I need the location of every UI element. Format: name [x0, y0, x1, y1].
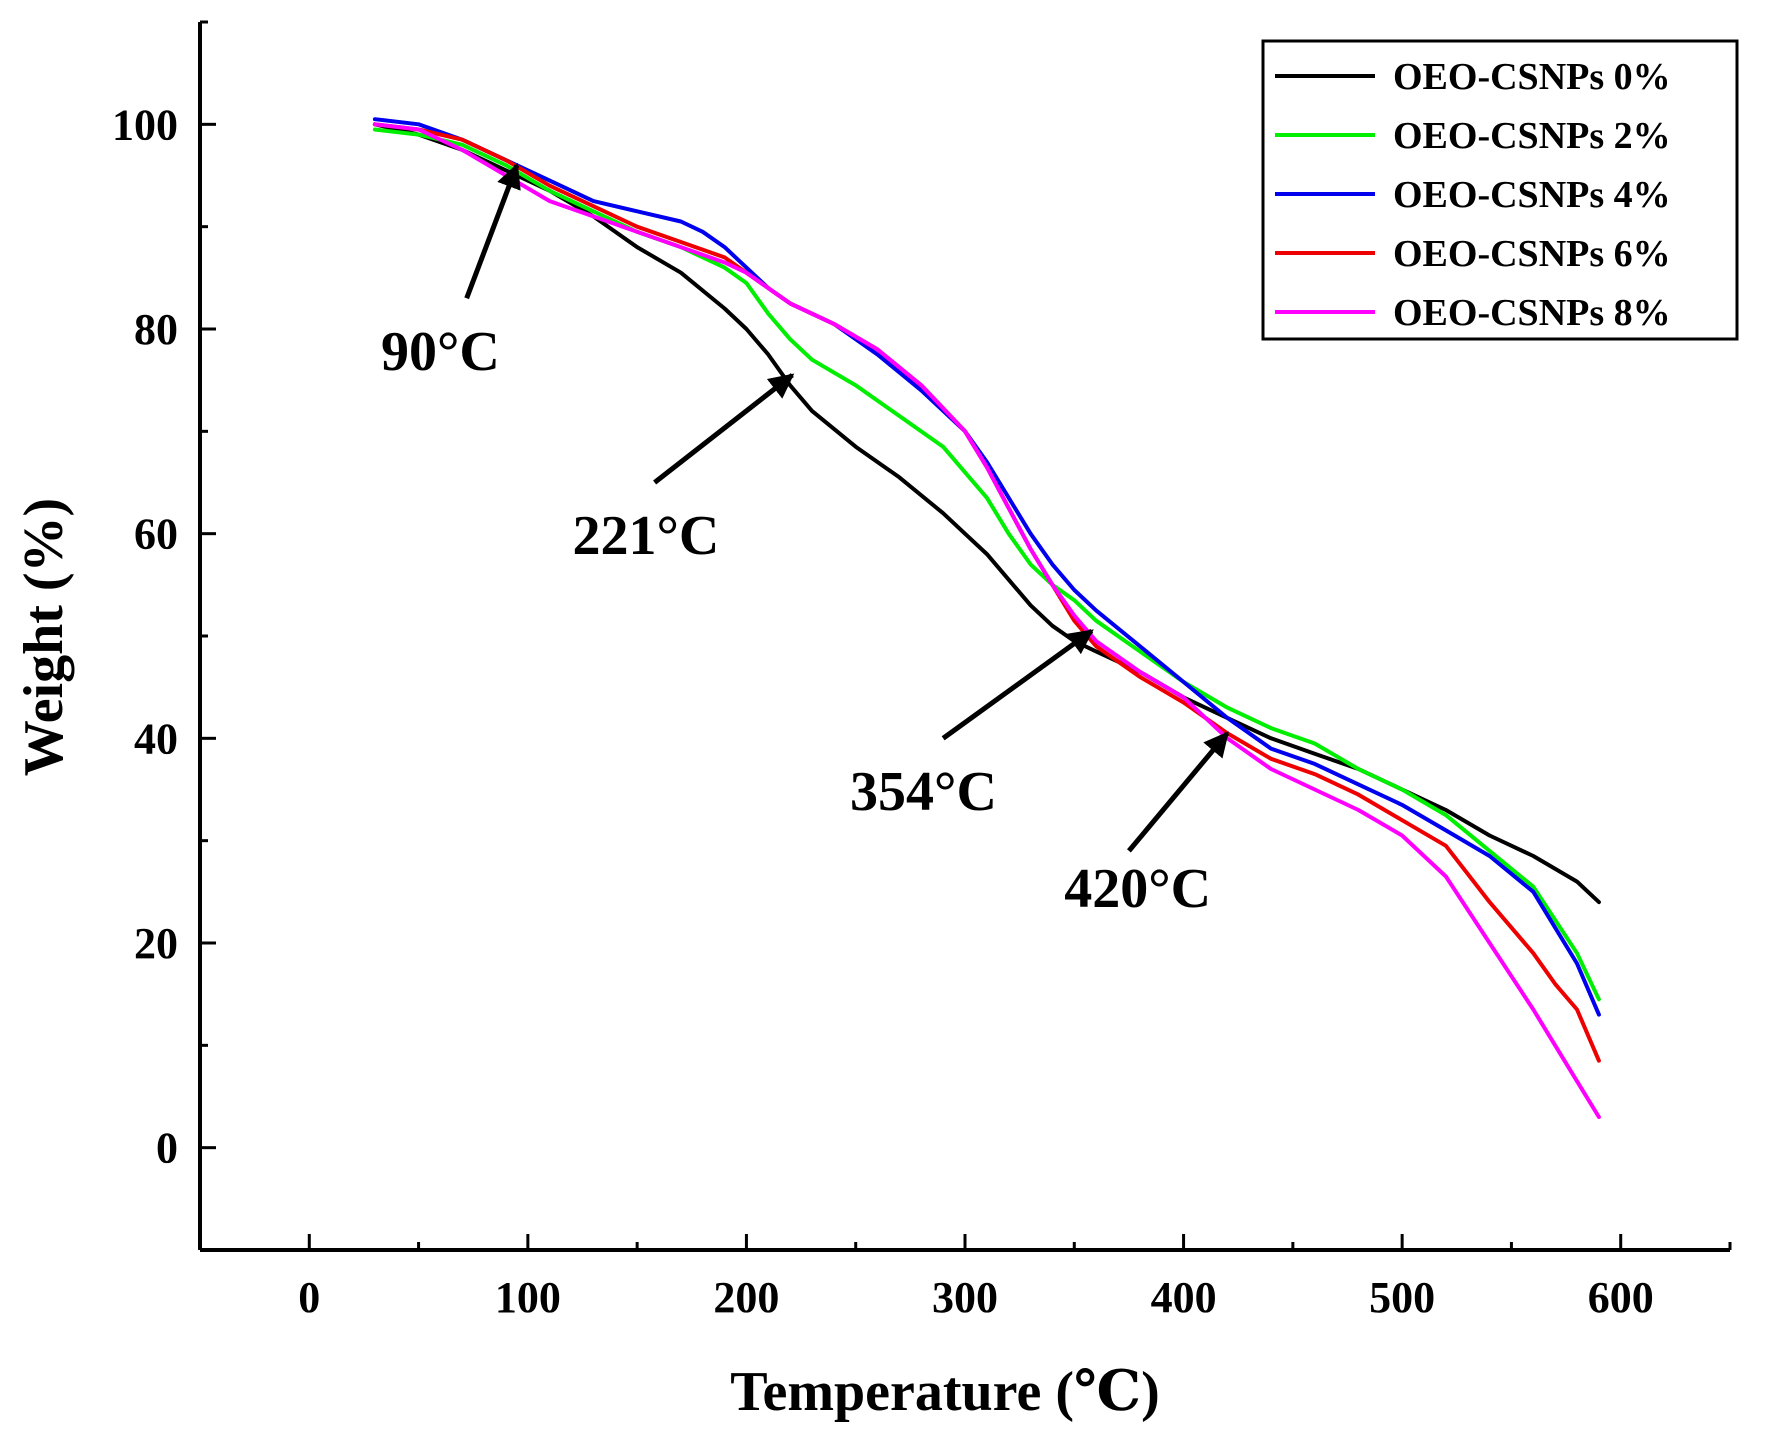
- legend-label-3: OEO-CSNPs 6%: [1393, 233, 1671, 275]
- annotation-label-2: 354°C: [850, 761, 997, 823]
- legend: OEO-CSNPs 0% OEO-CSNPs 2% OEO-CSNPs 4% OEO-…: [1261, 39, 1739, 341]
- legend-label-1: OEO-CSNPs 2%: [1393, 115, 1671, 157]
- series-line-4: [372, 122, 1601, 1119]
- legend-label-4: OEO-CSNPs 8%: [1393, 292, 1671, 334]
- y-tick-label: 0: [156, 1124, 178, 1173]
- x-axis-title: Temperature (℃): [730, 1361, 1159, 1423]
- annotation-arrow-2: [941, 628, 1094, 741]
- legend-label-0: OEO-CSNPs 0%: [1393, 56, 1671, 98]
- y-tick-label: 80: [134, 305, 178, 354]
- y-tick-label: 100: [112, 100, 178, 149]
- legend-label-2: OEO-CSNPs 4%: [1393, 174, 1671, 216]
- annotation-arrow-3: [1127, 731, 1230, 853]
- y-tick-label: 40: [134, 714, 178, 763]
- series-layer: [372, 117, 1601, 1119]
- x-tick-label: 400: [1151, 1273, 1217, 1322]
- annotation-label-3: 420°C: [1064, 858, 1211, 920]
- y-axis-title: Weight (%): [13, 498, 75, 776]
- x-tick-label: 0: [298, 1273, 320, 1322]
- annotation-label-0: 90°C: [381, 321, 500, 383]
- annotation-arrow-0: [464, 162, 521, 300]
- ticks: 0 100 200 300 400 500 600 0 20 40 60 80 100: [112, 20, 1732, 1322]
- x-tick-label: 500: [1369, 1273, 1435, 1322]
- x-tick-label: 300: [932, 1273, 998, 1322]
- annotation-label-1: 221°C: [572, 505, 719, 567]
- annotation-arrow-1: [653, 373, 795, 485]
- y-tick-label: 60: [134, 510, 178, 559]
- x-tick-label: 100: [495, 1273, 561, 1322]
- series-line-2: [372, 117, 1601, 1017]
- annotations: 90°C 221°C 354°C 420°C: [381, 162, 1230, 920]
- x-tick-label: 600: [1588, 1273, 1654, 1322]
- legend-box: [1261, 39, 1739, 341]
- x-tick-label: 200: [713, 1273, 779, 1322]
- y-tick-label: 20: [134, 919, 178, 968]
